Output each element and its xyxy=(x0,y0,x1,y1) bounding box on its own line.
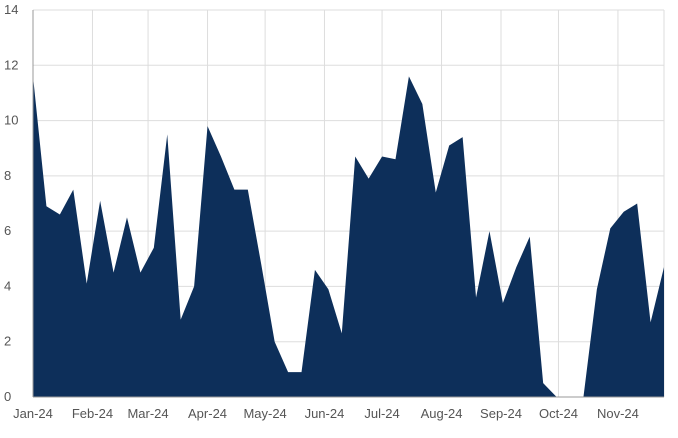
y-tick-label: 8 xyxy=(4,168,11,183)
x-tick-label: Jan-24 xyxy=(13,406,53,421)
x-tick-label: Jun-24 xyxy=(305,406,345,421)
x-tick-label: Apr-24 xyxy=(188,406,227,421)
y-tick-label: 14 xyxy=(4,2,18,17)
x-tick-label: Nov-24 xyxy=(597,406,639,421)
x-tick-label: Feb-24 xyxy=(72,406,113,421)
y-tick-label: 0 xyxy=(4,389,11,404)
y-tick-label: 6 xyxy=(4,223,11,238)
y-tick-label: 12 xyxy=(4,57,18,72)
x-tick-label: May-24 xyxy=(243,406,286,421)
x-tick-label: Jul-24 xyxy=(364,406,399,421)
area-series xyxy=(583,204,664,398)
area-layer xyxy=(33,76,664,397)
x-tick-label: Aug-24 xyxy=(421,406,463,421)
x-tick-label: Mar-24 xyxy=(127,406,168,421)
x-tick-label: Oct-24 xyxy=(539,406,578,421)
area-series xyxy=(33,76,557,397)
y-tick-label: 2 xyxy=(4,334,11,349)
y-tick-label: 4 xyxy=(4,278,11,293)
x-tick-label: Sep-24 xyxy=(480,406,522,421)
y-tick-label: 10 xyxy=(4,113,18,128)
